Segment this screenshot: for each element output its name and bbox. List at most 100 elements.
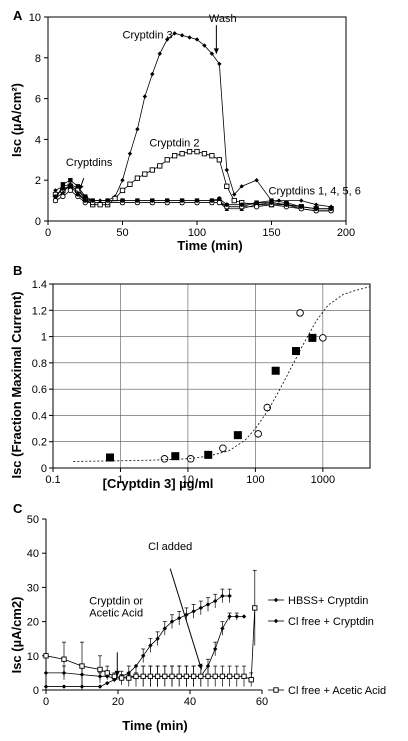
panel-c-series-2-point xyxy=(252,605,258,611)
panel-a-series-0-point xyxy=(165,37,170,42)
panel-c-y-tick-label: 10 xyxy=(27,651,39,663)
panel-b-y-tick-label: 1 xyxy=(41,332,47,344)
panel-a-series-0-point xyxy=(217,61,222,67)
panel-a-series-5-point xyxy=(165,198,170,203)
panel-b-series-0-point xyxy=(171,452,180,461)
panel-a-series-4-point xyxy=(60,193,66,200)
panel-a-series-0-point xyxy=(209,51,215,56)
panel-a-y-tick-label: 4 xyxy=(35,134,41,146)
panel-a-series-0-point xyxy=(127,151,133,156)
panel-a-annotation: Cryptdin 2 xyxy=(149,138,199,150)
panel-c-y-tick-label: 0 xyxy=(33,685,39,697)
panel-b-x-tick-label: 10 xyxy=(182,474,194,486)
panel-b-x-tick-label: 0.1 xyxy=(45,474,60,486)
panel-a-series-1-point xyxy=(119,187,126,194)
panel-c-series-2-point xyxy=(147,673,154,679)
panel-a-x-tick-label: 150 xyxy=(262,227,280,239)
panel-c-series-2-point xyxy=(43,653,49,659)
panel-c-series-1-point xyxy=(97,684,103,689)
panel-c-y-tick-label: 20 xyxy=(27,617,39,629)
panel-c-series-2-point xyxy=(118,675,125,681)
panel-a-series-1-point xyxy=(134,175,141,181)
panel-a-series-5-point xyxy=(299,204,304,209)
panel-c-series-2-point xyxy=(198,673,204,679)
panel-a-series-1-point xyxy=(97,202,103,208)
panel-c-series-2-point xyxy=(183,673,190,679)
panel-a-series-5-point xyxy=(209,198,215,203)
panel-c-x-axis-label: Time (min) xyxy=(122,718,188,733)
panel-a-series-2-point xyxy=(75,184,80,189)
panel-c-annotation: Cl added xyxy=(148,541,192,553)
panel-a-series-1-point xyxy=(164,157,170,163)
panel-c-series-0-point xyxy=(213,598,218,604)
panel-c-series-2-point xyxy=(176,673,182,679)
panel-c-annotation: Acetic Acid xyxy=(89,607,143,619)
panel-a-series-0-point xyxy=(157,51,162,56)
panel-a-series-0-point xyxy=(232,192,237,197)
panel-c-y-tick-label: 40 xyxy=(27,548,39,560)
panel-b-y-tick-label: 0.8 xyxy=(32,358,47,370)
panel-a-series-5-point xyxy=(135,198,140,203)
panel-a-series-1-point xyxy=(149,167,155,173)
panel-b-y-tick-label: 0.2 xyxy=(32,437,47,449)
panel-c-series-2-point xyxy=(169,673,175,679)
panel-a-series-1-point xyxy=(112,195,118,202)
panel-a-x-axis-label: Time (min) xyxy=(177,238,243,253)
panel-b-plot-frame xyxy=(52,283,371,469)
panel-b-series-0-point xyxy=(233,431,242,440)
panel-a-series-5-point xyxy=(239,202,244,207)
panel-a-series-1-point xyxy=(186,148,193,155)
panel-a-series-2-point xyxy=(83,194,88,199)
panel-a-annotation: Cryptdins xyxy=(66,157,113,169)
panel-b-series-0-point xyxy=(292,347,301,356)
panel-c-series-0-point xyxy=(43,670,49,676)
panel-a-arrow-1-head xyxy=(78,184,84,191)
panel-b-x-tick-label: 1 xyxy=(117,474,123,486)
panel-b-y-tick-label: 1.2 xyxy=(32,305,47,317)
panel-c-legend-label: Cl free + Cryptdin xyxy=(288,616,374,628)
panel-a-series-0-point xyxy=(202,43,207,48)
panel-a-series-0-point xyxy=(299,198,304,203)
panel-c-series-0-point xyxy=(220,593,225,599)
panel-c-series-1-point xyxy=(220,626,225,631)
panel-c-series-0-point xyxy=(169,619,175,624)
panel-a-series-0-point xyxy=(172,31,177,36)
panel-a-series-1-point xyxy=(216,157,222,163)
panel-a-series-2-point xyxy=(60,182,66,187)
panel-c-series-0-point xyxy=(198,605,203,611)
panel-a-series-1-point xyxy=(209,153,215,159)
panel-a-series-5-point xyxy=(328,206,334,211)
panel-b-series-1-point xyxy=(296,309,304,317)
panel-a-x-tick-label: 200 xyxy=(337,227,355,239)
panel-b-series-1-point xyxy=(254,430,262,438)
panel-c-series-2-point xyxy=(133,673,139,679)
panel-b-series-0-point xyxy=(308,333,317,342)
panel-c-series-0-point xyxy=(162,626,167,631)
panel-c-series-1-point xyxy=(227,614,232,619)
panel-c-series-2-point xyxy=(97,666,103,673)
panel-a-series-5-point xyxy=(90,198,95,203)
panel-c-series-2-point xyxy=(154,673,161,679)
panel-a-series-5-point xyxy=(254,200,259,205)
panel-a-series-5-point xyxy=(150,198,155,203)
panel-a-series-5-point xyxy=(314,206,319,211)
panel-a-y-axis-label: Isc (µA/cm²) xyxy=(9,83,24,157)
panel-c-y-tick-label: 30 xyxy=(27,582,39,594)
panel-c-series-2-point xyxy=(241,673,247,679)
panel-a-series-0-point xyxy=(224,167,229,173)
panel-label-c: C xyxy=(13,501,23,516)
panel-a-series-0-point xyxy=(254,178,259,183)
panel-a-series-1-point xyxy=(157,163,163,169)
panel-c-annotation: Cryptdin or xyxy=(89,596,143,608)
panel-a-series-4-point xyxy=(253,204,260,210)
panel-a-annotation: Wash xyxy=(209,13,237,25)
panel-c-series-1-point xyxy=(61,684,67,689)
panel-b-y-tick-label: 0.4 xyxy=(32,410,47,422)
panel-c-series-0-point xyxy=(177,615,182,621)
panel-b-series-1-point xyxy=(160,455,169,463)
panel-c-series-2-point xyxy=(226,673,233,679)
panel-c-legend-label: Cl free + Acetic Acid xyxy=(288,685,386,697)
panel-a-series-5-point xyxy=(179,198,185,203)
panel-b-series-0-point xyxy=(271,366,280,375)
